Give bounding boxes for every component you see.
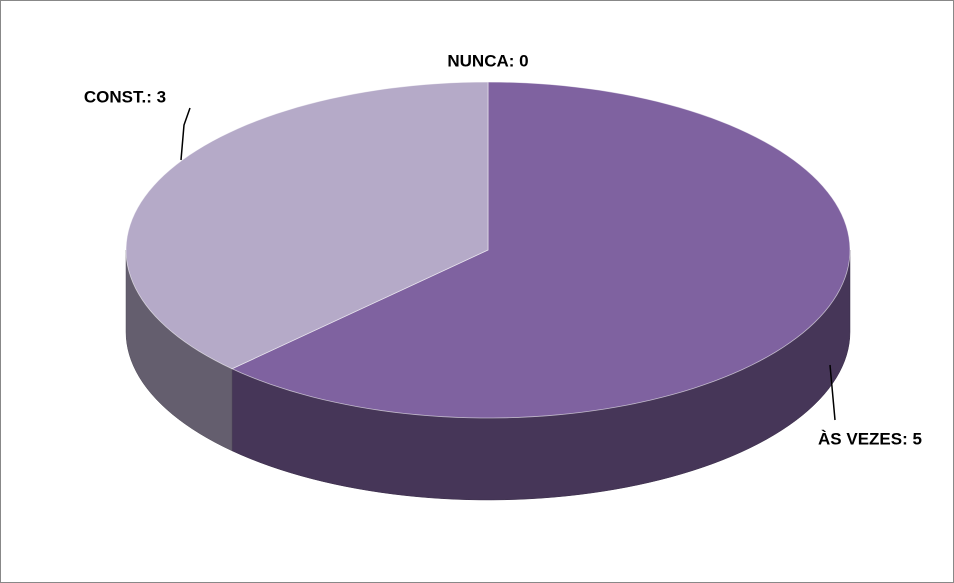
data-label: ÀS VEZES: 5 [818,429,922,448]
data-label: NUNCA: 0 [447,51,528,70]
data-labels: NUNCA: 0 ÀS VEZES: 5 CONST.: 3 [84,51,922,448]
leader-line [829,364,836,421]
data-label: CONST.: 3 [84,87,166,106]
leader-line [180,107,191,161]
pie-slice [231,81,851,419]
pie-slice [125,81,489,370]
pie-tops [125,81,851,419]
